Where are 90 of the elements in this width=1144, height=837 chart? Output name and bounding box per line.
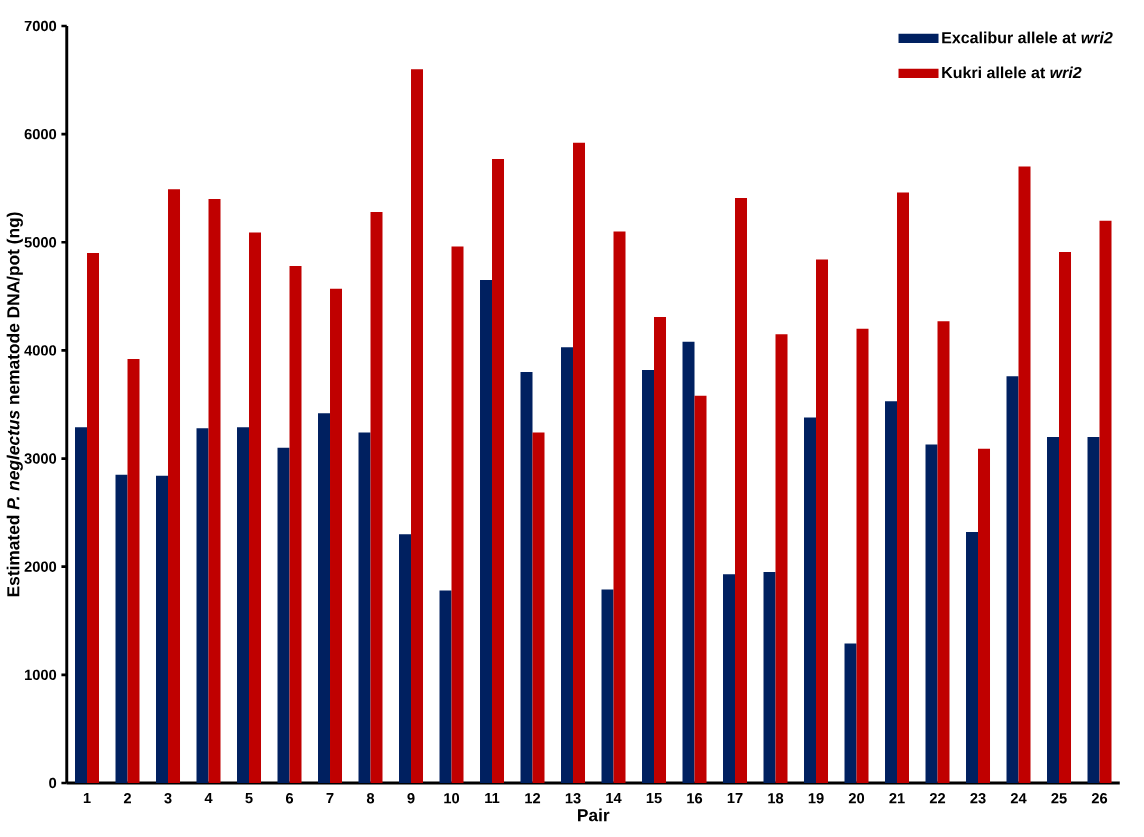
x-tick-label: 7 (326, 793, 334, 804)
x-tick-label: 14 (606, 793, 622, 804)
x-tick-label: 9 (407, 793, 415, 804)
bar (804, 417, 817, 783)
x-tick-label: 20 (848, 793, 865, 804)
y-tick-label: 2000 (24, 561, 57, 572)
x-tick-label: 8 (366, 793, 375, 804)
bar (937, 321, 950, 783)
x-tick-label: 12 (525, 793, 541, 804)
bar (723, 574, 736, 783)
bar (654, 316, 667, 783)
bar (399, 534, 412, 783)
bar (694, 395, 707, 783)
bar (856, 328, 869, 783)
bar (1087, 436, 1100, 783)
x-tick-label: 6 (285, 793, 294, 804)
x-tick-label: 25 (1051, 793, 1067, 804)
bar (682, 341, 695, 783)
x-tick-label: 22 (929, 793, 946, 804)
x-tick-label: 16 (687, 793, 703, 804)
legend-label: Kukri allele at wri2 (942, 66, 1082, 79)
bar (196, 428, 209, 783)
bar (127, 359, 140, 783)
bar (249, 232, 262, 783)
bar (613, 231, 626, 783)
bar (1099, 220, 1112, 783)
x-tick-label: 18 (768, 793, 784, 804)
bar (168, 189, 181, 783)
bar (735, 197, 748, 783)
legend-label: Excalibur allele at wri2 (942, 31, 1113, 44)
bar (966, 532, 979, 783)
bar (237, 427, 250, 783)
x-tick-label: 24 (1010, 793, 1027, 804)
x-tick-label: 1 (83, 793, 91, 804)
bar (601, 589, 614, 783)
bar (978, 448, 991, 783)
bar (75, 427, 88, 783)
bar (451, 246, 464, 783)
bar (208, 199, 221, 783)
x-tick-label: 10 (444, 793, 460, 804)
x-tick-label: 15 (646, 793, 662, 804)
bar (573, 142, 586, 783)
bar (318, 413, 331, 783)
x-tick-label: 3 (164, 793, 172, 804)
bar (330, 288, 343, 783)
y-tick-label: 5000 (24, 237, 57, 248)
x-tick-label: 13 (565, 793, 581, 804)
y-tick-label: 1000 (25, 669, 57, 681)
bar (844, 643, 857, 783)
x-tick-label: 17 (727, 793, 743, 804)
y-tick-label: 4000 (24, 345, 57, 356)
bar (1047, 436, 1060, 783)
x-tick-label: 4 (204, 793, 213, 804)
bar (520, 372, 533, 783)
bar (532, 432, 545, 783)
bar (763, 572, 776, 783)
bar (358, 432, 371, 783)
x-axis-title: Pair (578, 808, 610, 822)
x-tick-label: 26 (1091, 793, 1108, 804)
x-tick-label: 19 (808, 793, 824, 804)
bar (561, 347, 574, 783)
bar (439, 590, 452, 783)
bar (277, 447, 290, 783)
y-tick-label: 7000 (24, 20, 57, 32)
bar (87, 253, 100, 783)
bar (885, 401, 898, 783)
x-tick-label: 21 (889, 793, 905, 804)
y-tick-label: 0 (49, 777, 57, 789)
x-tick-label: 23 (970, 793, 986, 804)
bar (480, 280, 493, 783)
y-tick-label: 3000 (24, 453, 57, 464)
bar (925, 444, 938, 783)
bar (156, 475, 169, 783)
bar (642, 369, 655, 783)
bar (816, 259, 829, 783)
bar (1018, 166, 1031, 783)
bar (775, 334, 788, 783)
y-tick-label: 6000 (24, 128, 57, 140)
bar (492, 159, 505, 783)
bar (411, 69, 424, 783)
bar (897, 192, 910, 783)
x-tick-label: 11 (485, 793, 500, 804)
x-tick-label: 5 (245, 793, 253, 804)
bar (289, 266, 302, 783)
y-axis-title: Estimated P. neglectus nematode DNA/pot (ng) (6, 212, 23, 597)
bar (1059, 252, 1072, 783)
bar (115, 474, 128, 783)
bar (1006, 376, 1019, 783)
bar (370, 211, 383, 783)
x-tick-label: 2 (123, 793, 131, 804)
